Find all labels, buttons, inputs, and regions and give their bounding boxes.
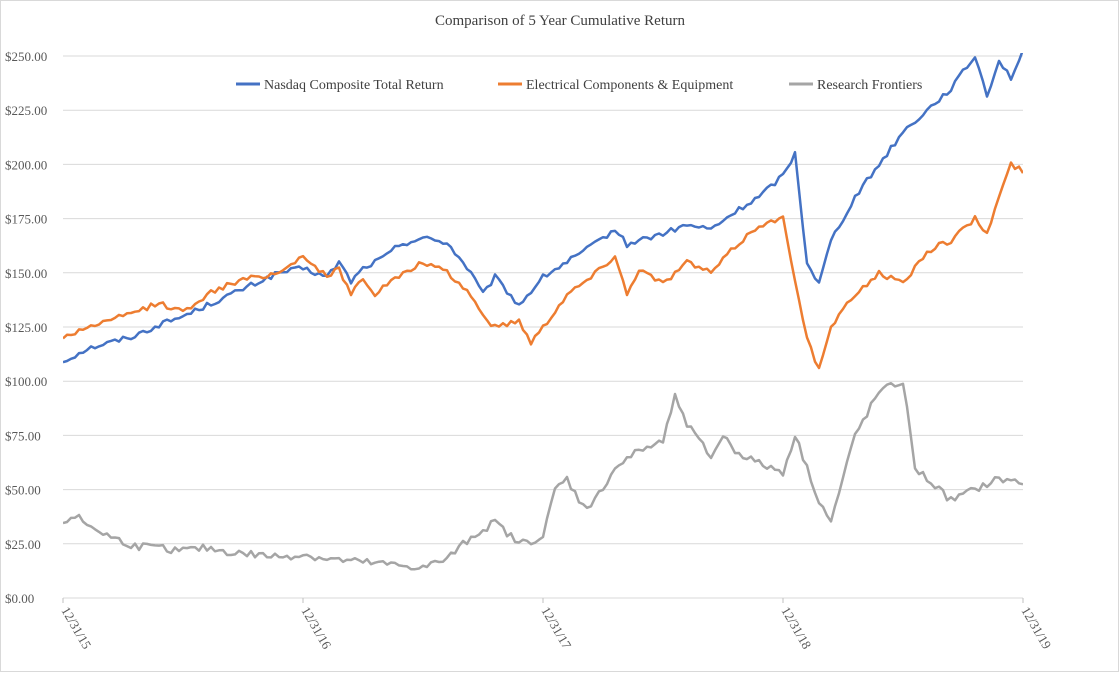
x-tick-label: 12/31/19 [1018, 604, 1054, 652]
series-line-3 [63, 381, 1023, 571]
legend-label-3: Research Frontiers [817, 78, 922, 93]
series-line-2 [63, 161, 1023, 370]
series-line-1 [63, 53, 1023, 364]
chart-title: Comparison of 5 Year Cumulative Return [435, 13, 685, 29]
y-axis-ticks: $0.00 $25.00 $50.00 $75.00 $100.00 $125.00 $15… [5, 49, 47, 606]
y-tick-label: $200.00 [5, 157, 47, 172]
legend-label-2: Electrical Components & Equipment [526, 78, 733, 93]
legend-label-1: Nasdaq Composite Total Return [264, 78, 444, 93]
y-tick-label: $100.00 [5, 374, 47, 389]
x-tick-label: 12/31/17 [538, 604, 574, 652]
y-tick-label: $150.00 [5, 266, 47, 281]
x-axis-ticks: 12/31/15 12/31/16 12/31/17 12/31/18 12/31/19 [58, 598, 1055, 652]
y-tick-label: $175.00 [5, 212, 47, 227]
y-tick-label: $250.00 [5, 49, 47, 64]
y-tick-label: $125.00 [5, 320, 47, 335]
x-tick-label: 12/31/18 [778, 604, 814, 652]
legend: Nasdaq Composite Total Return Electrical … [236, 78, 922, 93]
y-tick-label: $50.00 [5, 483, 41, 498]
y-tick-label: $0.00 [5, 591, 34, 606]
y-tick-label: $75.00 [5, 428, 41, 443]
series-lines [63, 53, 1023, 571]
x-tick-label: 12/31/16 [298, 604, 334, 652]
y-tick-label: $225.00 [5, 103, 47, 118]
x-tick-label: 12/31/15 [58, 604, 94, 652]
y-tick-label: $25.00 [5, 537, 41, 552]
